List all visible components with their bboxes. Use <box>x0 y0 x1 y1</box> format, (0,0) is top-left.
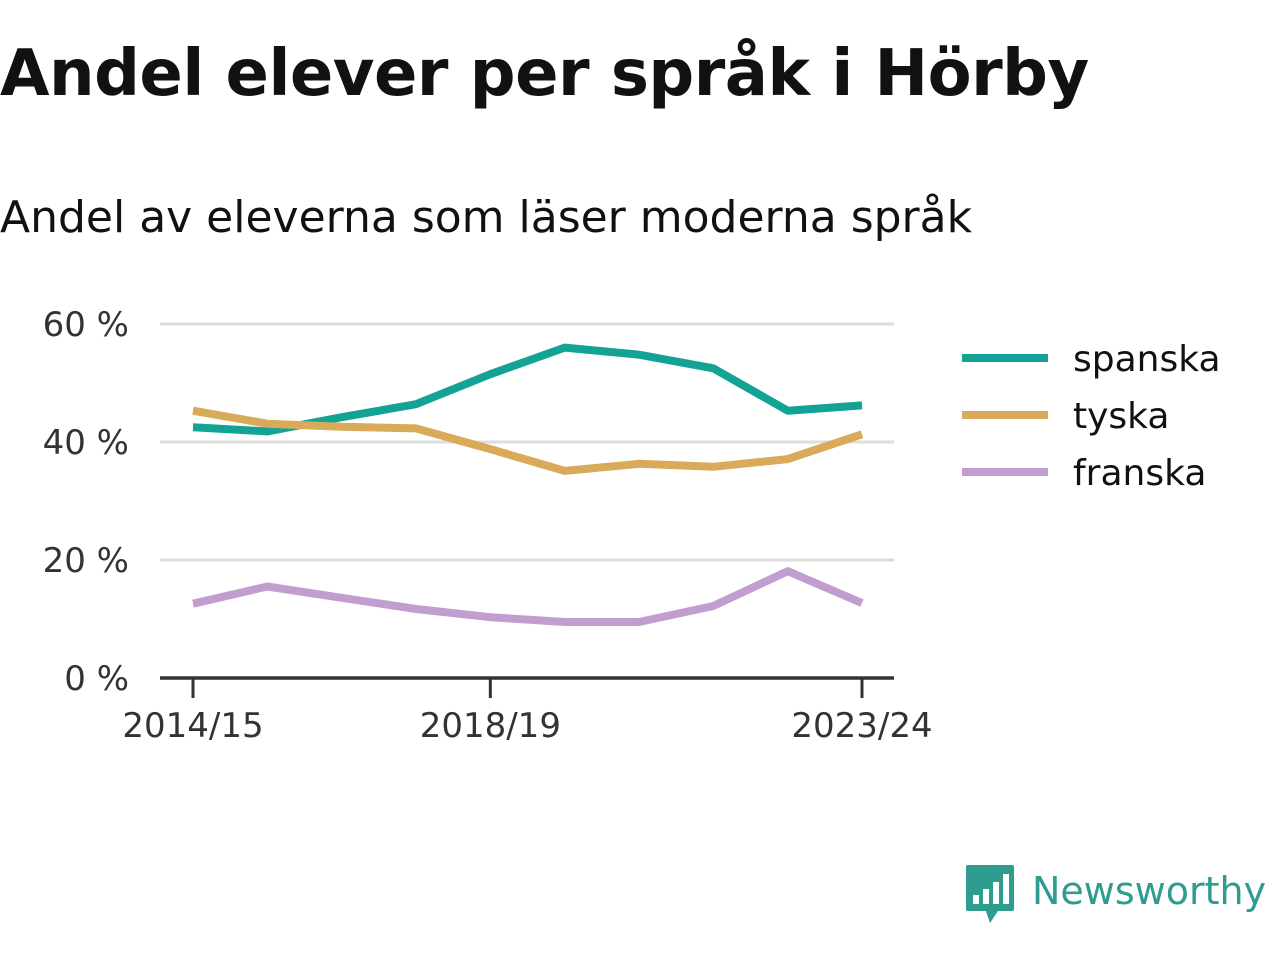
series-line-spanska <box>192 343 863 436</box>
series-line-franska <box>192 567 864 626</box>
x-tick-label: 2014/15 <box>122 706 263 746</box>
brand-name: Newsworthy <box>1032 869 1267 913</box>
legend: spanska tyska franska <box>962 339 1221 494</box>
x-axis: 2014/15 2018/19 2023/24 <box>122 676 933 746</box>
x-tick-label: 2018/19 <box>420 706 561 746</box>
chart-subtitle: Andel av eleverna som läser moderna språ… <box>0 192 973 243</box>
series-line-tyska <box>192 406 864 475</box>
y-tick-label: 20 % <box>43 541 129 581</box>
brand-logo: Newsworthy <box>964 862 1266 928</box>
y-tick-label: 0 % <box>64 659 129 699</box>
x-tick-label: 2023/24 <box>791 706 932 746</box>
y-tick-label: 40 % <box>43 423 129 463</box>
gridlines: 0 % 20 % 40 % 60 % <box>43 305 894 699</box>
bar-chart-speech-bubble-icon <box>966 865 1014 923</box>
legend-label-franska: franska <box>1073 453 1206 494</box>
series-lines <box>192 343 864 626</box>
y-tick-label: 60 % <box>43 305 129 345</box>
legend-label-spanska: spanska <box>1073 339 1221 380</box>
legend-label-tyska: tyska <box>1073 396 1169 437</box>
chart-title: Andel elever per språk i Hörby <box>0 37 1089 111</box>
